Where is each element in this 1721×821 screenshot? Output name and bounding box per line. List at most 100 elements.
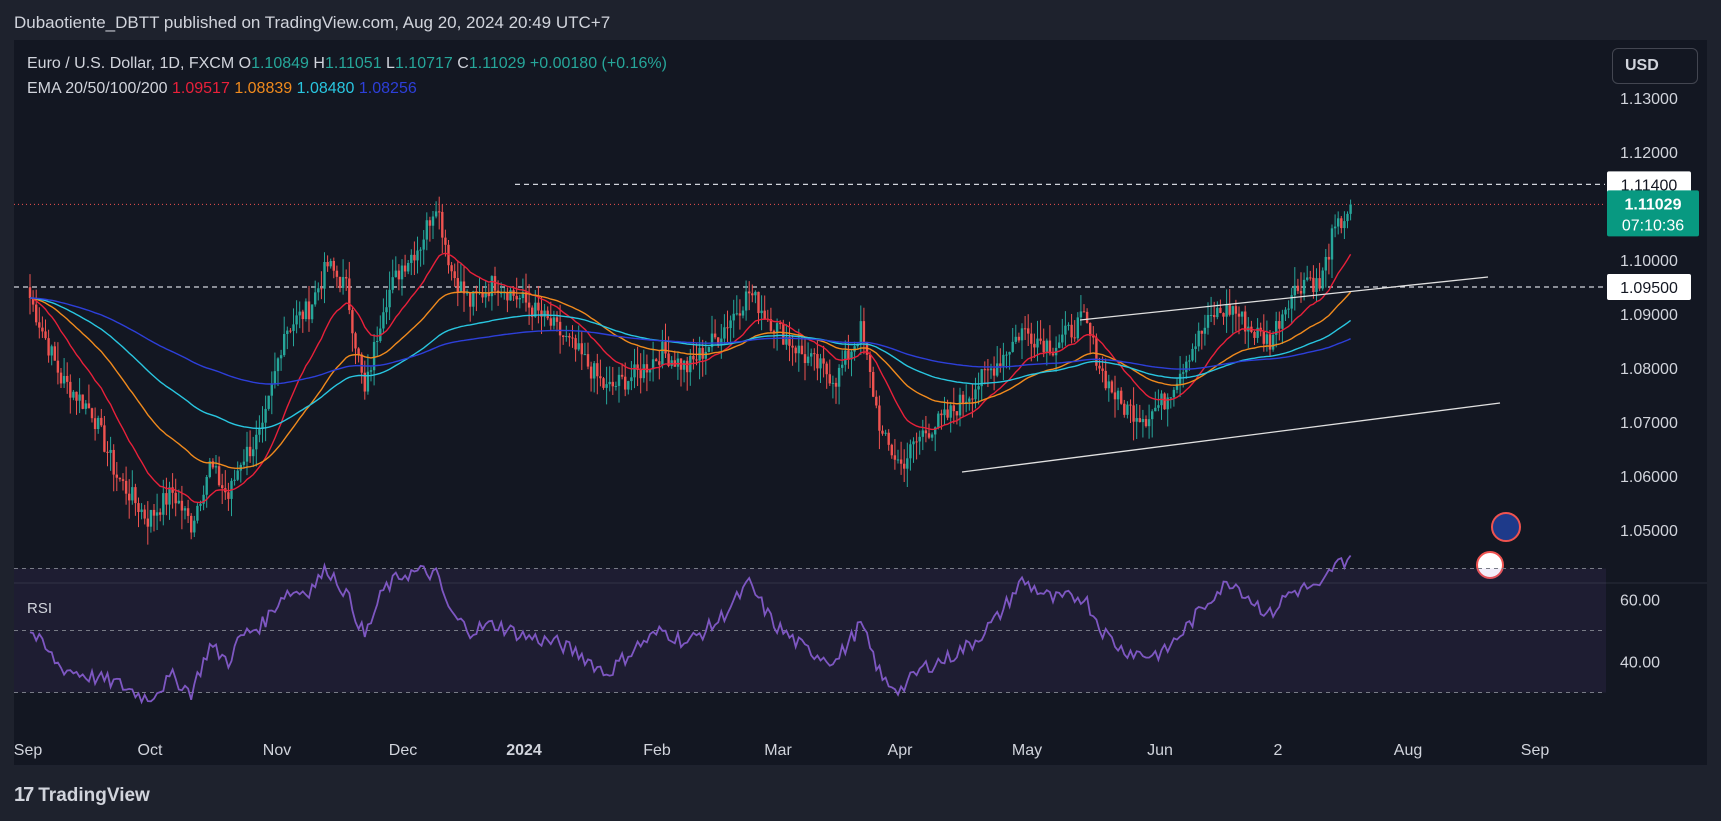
candle-up	[735, 313, 738, 315]
candle-down	[121, 479, 125, 481]
published-header: Dubaotiente_DBTT published on TradingVie…	[14, 13, 611, 32]
candle-up	[177, 500, 180, 504]
candle-down	[1138, 418, 1141, 423]
candle-up	[382, 312, 385, 329]
candle-up	[906, 458, 909, 469]
candle-down	[450, 265, 453, 272]
ema-label[interactable]: EMA 20/50/100/200	[27, 80, 168, 97]
rsi-line	[29, 554, 1352, 705]
candle-down	[93, 418, 97, 430]
candle-up	[1194, 346, 1197, 349]
candle-down	[35, 304, 38, 323]
candle-down	[816, 354, 819, 369]
candle-up	[831, 382, 835, 384]
brand-name: TradingView	[38, 784, 150, 806]
candle-down	[453, 271, 456, 279]
candle-up	[1154, 407, 1157, 412]
candle-up	[366, 371, 370, 392]
candle-down	[955, 411, 959, 416]
change-value: +0.00180 (+0.16%)	[529, 55, 667, 72]
candle-down	[81, 394, 84, 409]
candle-down	[1129, 404, 1132, 406]
candle-up	[205, 476, 208, 495]
candle-down	[38, 322, 41, 328]
candle-down	[1042, 340, 1045, 353]
candle-down	[112, 449, 115, 475]
chart-panel[interactable]	[14, 40, 1707, 767]
candle-down	[469, 292, 472, 307]
candle-up	[245, 446, 249, 462]
currency-button[interactable]: USD	[1612, 48, 1698, 84]
candle-up	[605, 384, 608, 388]
candle-up	[977, 386, 980, 390]
ema100-line	[29, 297, 1352, 429]
candle-down	[946, 409, 949, 418]
candle-up	[459, 281, 463, 293]
candle-up	[425, 220, 428, 240]
candle-down	[56, 360, 60, 373]
candle-up	[593, 363, 596, 379]
candle-down	[596, 363, 599, 377]
x-tick-label: Dec	[389, 742, 417, 759]
candle-up	[837, 367, 841, 387]
candle-up	[1275, 321, 1278, 335]
candle-up	[372, 341, 376, 371]
candle-down	[186, 508, 190, 516]
candle-down	[1123, 403, 1126, 415]
candle-up	[500, 292, 503, 294]
candle-up	[1076, 317, 1079, 339]
candle-up	[630, 377, 633, 382]
candle-up	[276, 358, 280, 372]
candle-down	[320, 288, 323, 290]
us-event-icon	[1476, 551, 1504, 579]
candle-up	[286, 330, 289, 335]
candle-down	[620, 374, 624, 377]
candle-up	[1185, 361, 1188, 373]
candle-down	[1132, 405, 1135, 422]
candle-down	[983, 369, 986, 371]
candle-down	[106, 451, 109, 453]
candle-up	[1169, 397, 1172, 399]
candle-down	[602, 378, 605, 388]
candle-down	[686, 360, 689, 373]
candle-up	[283, 334, 286, 356]
candle-up	[369, 370, 373, 372]
candle-up	[323, 262, 326, 289]
candle-down	[555, 317, 559, 322]
candle-down	[481, 292, 484, 298]
candle-up	[1191, 348, 1194, 361]
candle-up	[1281, 314, 1284, 329]
candle-up	[388, 289, 391, 308]
candle-up	[214, 466, 218, 468]
candle-up	[193, 520, 196, 533]
candle-up	[1079, 311, 1083, 318]
high-label: H	[313, 55, 325, 72]
candle-up	[1147, 419, 1151, 427]
candle-down	[1262, 331, 1265, 344]
candle-down	[782, 323, 785, 345]
candle-up	[1306, 277, 1309, 280]
candle-down	[1268, 334, 1272, 350]
candle-up	[431, 216, 435, 226]
candle-down	[124, 480, 128, 494]
candle-up	[608, 381, 611, 385]
candle-down	[515, 295, 518, 300]
last-price-text: 1.11029	[1625, 196, 1682, 213]
candle-up	[723, 327, 726, 339]
candle-up	[416, 250, 419, 261]
candle-up	[676, 358, 680, 367]
candle-up	[168, 487, 171, 505]
candle-up	[1337, 218, 1340, 227]
candle-down	[360, 354, 363, 373]
tradingview-footer[interactable]: 17 TradingView	[14, 784, 150, 807]
symbol-name[interactable]: Euro / U.S. Dollar, 1D, FXCM	[27, 55, 235, 72]
candle-down	[875, 396, 878, 406]
candle-up	[958, 394, 962, 416]
candle-up	[72, 391, 75, 398]
candle-up	[1265, 334, 1269, 344]
candle-down	[174, 492, 177, 504]
candle-down	[971, 398, 974, 400]
candle-up	[521, 292, 525, 299]
candle-up	[385, 307, 388, 313]
